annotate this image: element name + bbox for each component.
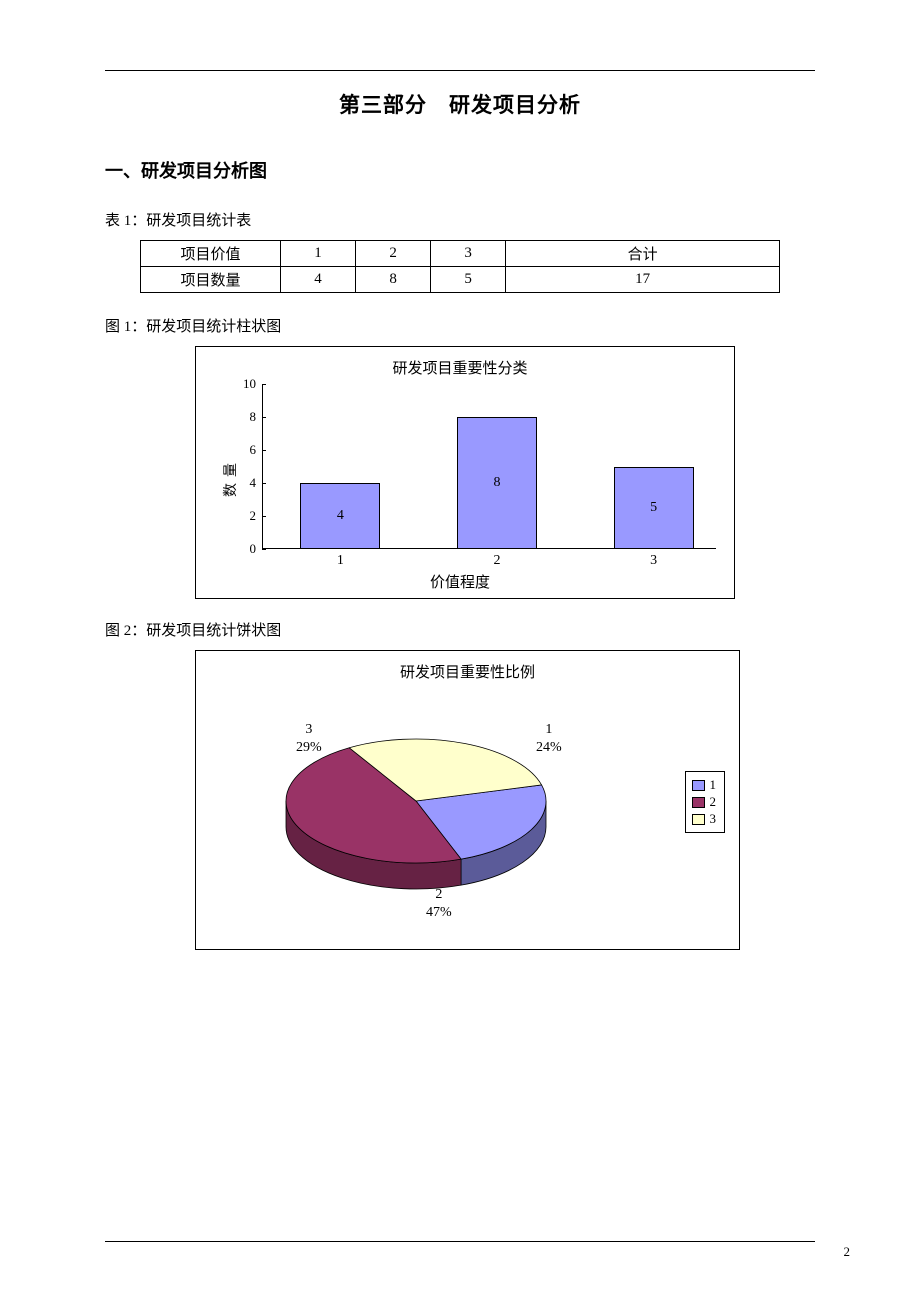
bar-chart: 研发项目重要性分类 数量 0246810 418253 价值程度 xyxy=(195,346,735,599)
table-cell: 3 xyxy=(431,241,506,267)
stats-table: 项目价值 1 2 3 合计 项目数量 4 8 5 17 xyxy=(140,240,780,293)
legend-label: 1 xyxy=(710,777,717,793)
legend-label: 3 xyxy=(710,811,717,827)
bar-ytick: 0 xyxy=(232,541,262,557)
bar-ytick: 2 xyxy=(232,508,262,524)
bar-xcategory: 1 xyxy=(300,553,380,569)
legend-swatch xyxy=(692,780,705,791)
table-row: 项目价值 1 2 3 合计 xyxy=(141,241,780,267)
table-cell: 8 xyxy=(356,267,431,293)
bar-ytick: 6 xyxy=(232,442,262,458)
table-cell: 17 xyxy=(506,267,780,293)
bar-xcategory: 2 xyxy=(457,553,537,569)
legend-swatch xyxy=(692,814,705,825)
pie-chart-title: 研发项目重要性比例 xyxy=(208,661,727,682)
section-header: 一、研发项目分析图 xyxy=(105,157,815,183)
main-title: 第三部分 研发项目分析 xyxy=(105,89,815,119)
bar-y-axis xyxy=(262,384,263,549)
bar-ytick: 10 xyxy=(232,376,262,392)
legend-item: 1 xyxy=(692,777,717,793)
table-cell: 合计 xyxy=(506,241,780,267)
row2-label: 项目数量 xyxy=(141,267,281,293)
table-row: 项目数量 4 8 5 17 xyxy=(141,267,780,293)
page-number: 2 xyxy=(844,1244,851,1260)
pie-slice-label-3: 329% xyxy=(296,721,322,756)
pie-slice-label-2: 247% xyxy=(426,886,452,921)
bar-rect: 5 xyxy=(614,467,694,550)
bar-plot-area: 数量 0246810 418253 xyxy=(232,384,716,569)
legend-label: 2 xyxy=(710,794,717,810)
bar-chart-title: 研发项目重要性分类 xyxy=(204,357,716,378)
barchart-caption: 图 1：研发项目统计柱状图 xyxy=(105,315,815,336)
pie-legend: 1 2 3 xyxy=(685,771,726,833)
table-cell: 2 xyxy=(356,241,431,267)
legend-swatch xyxy=(692,797,705,808)
bar-xlabel: 价值程度 xyxy=(204,571,716,592)
bar-rect: 8 xyxy=(457,417,537,549)
pie-slice-label-1: 124% xyxy=(536,721,562,756)
legend-item: 2 xyxy=(692,794,717,810)
bar-rect: 4 xyxy=(300,483,380,549)
table-cell: 5 xyxy=(431,267,506,293)
piechart-caption: 图 2：研发项目统计饼状图 xyxy=(105,619,815,640)
header-rule xyxy=(105,70,815,71)
row1-label: 项目价值 xyxy=(141,241,281,267)
table-cell: 4 xyxy=(281,267,356,293)
bar-xcategory: 3 xyxy=(614,553,694,569)
bar-ytick: 8 xyxy=(232,409,262,425)
bar-ytick: 4 xyxy=(232,475,262,491)
legend-item: 3 xyxy=(692,811,717,827)
table-caption: 表 1：研发项目统计表 xyxy=(105,209,815,230)
table-cell: 1 xyxy=(281,241,356,267)
pie-chart: 研发项目重要性比例 124% 247% 329% 1 2 3 xyxy=(195,650,740,950)
footer-rule xyxy=(105,1241,815,1242)
